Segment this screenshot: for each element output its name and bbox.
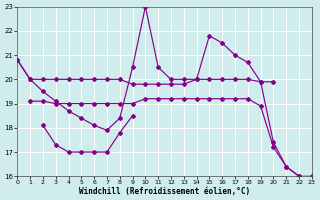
- X-axis label: Windchill (Refroidissement éolien,°C): Windchill (Refroidissement éolien,°C): [79, 187, 250, 196]
